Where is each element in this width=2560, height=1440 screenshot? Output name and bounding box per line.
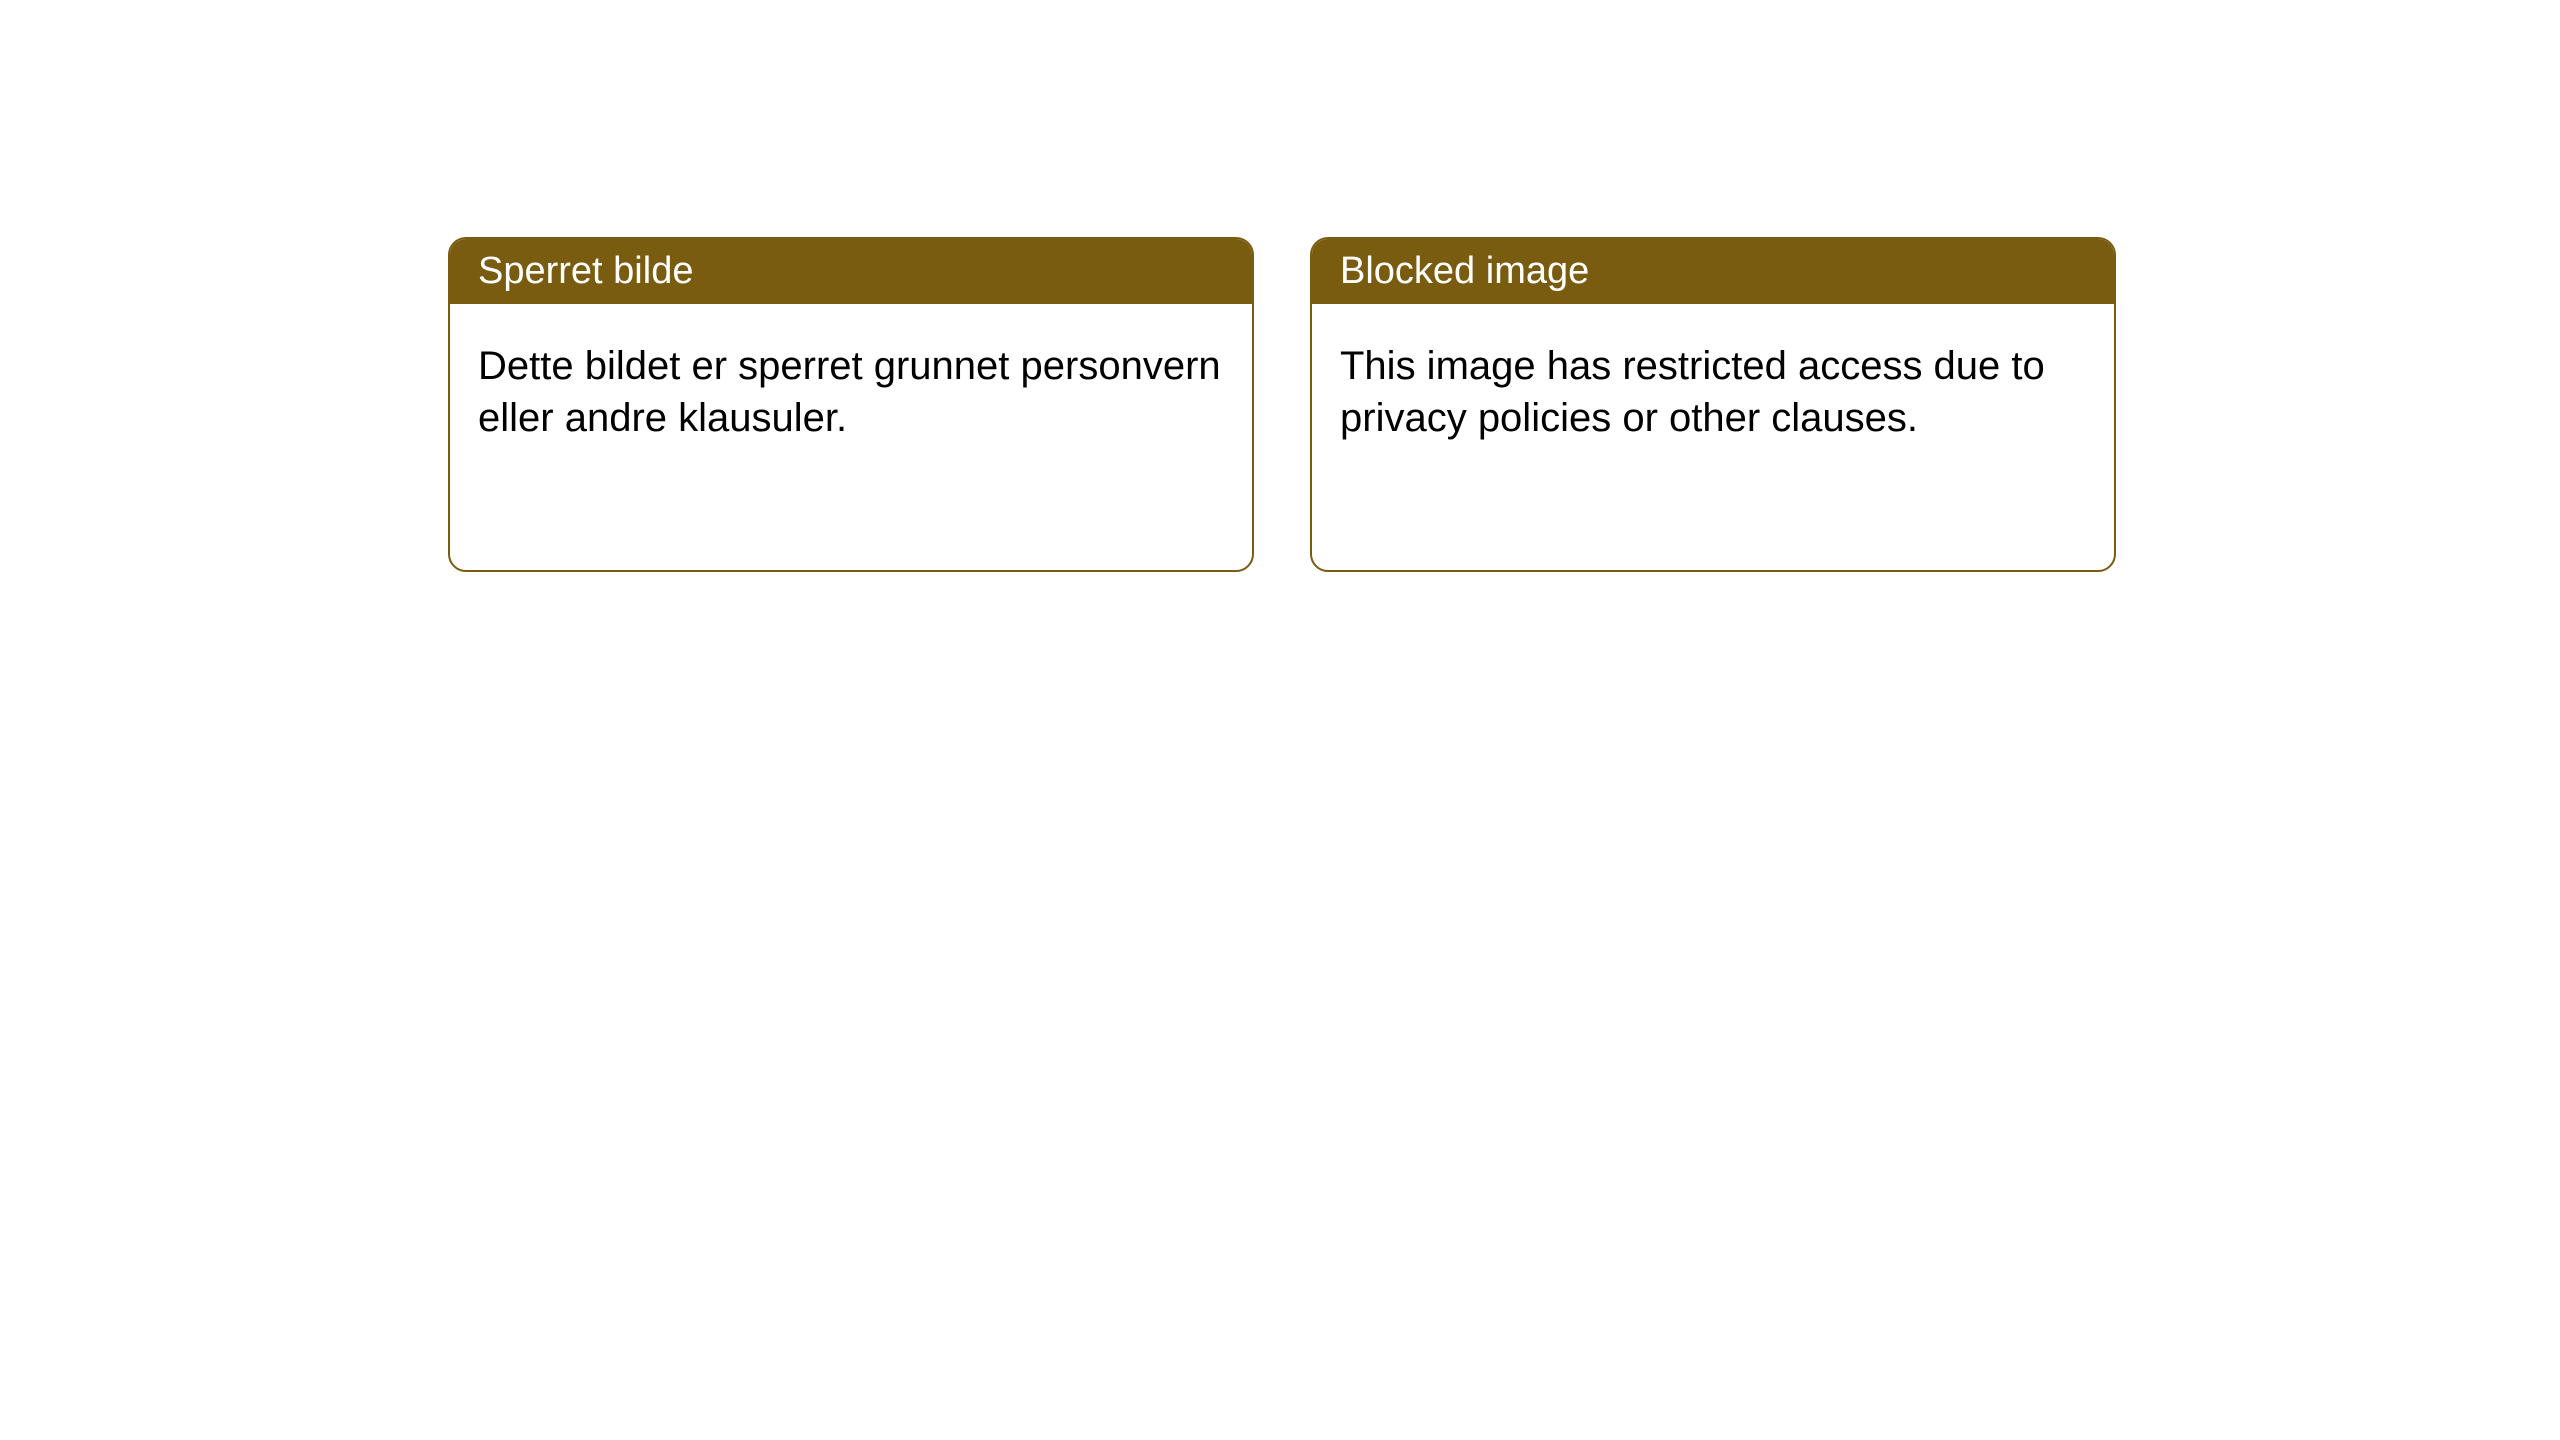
card-header: Sperret bilde	[450, 239, 1252, 304]
card-title: Blocked image	[1340, 250, 1589, 292]
card-title: Sperret bilde	[478, 250, 693, 292]
notice-cards-container: Sperret bilde Dette bildet er sperret gr…	[448, 237, 2560, 572]
notice-card-norwegian: Sperret bilde Dette bildet er sperret gr…	[448, 237, 1254, 572]
card-header: Blocked image	[1312, 239, 2114, 304]
card-body: Dette bildet er sperret grunnet personve…	[450, 304, 1252, 480]
notice-card-english: Blocked image This image has restricted …	[1310, 237, 2116, 572]
card-body-text: Dette bildet er sperret grunnet personve…	[478, 344, 1221, 440]
card-body: This image has restricted access due to …	[1312, 304, 2114, 480]
card-body-text: This image has restricted access due to …	[1340, 344, 2045, 440]
